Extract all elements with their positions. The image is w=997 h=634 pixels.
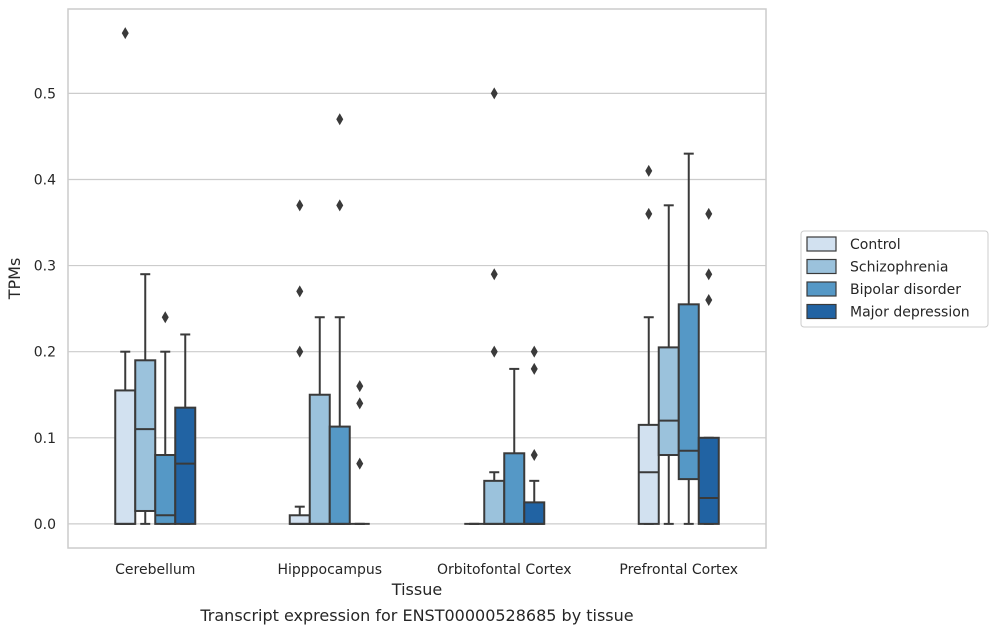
y-tick-label: 0.4: [34, 172, 56, 188]
legend-frame: [800, 230, 989, 328]
legend-label: Bipolar disorder: [850, 282, 961, 298]
legend-swatch: [806, 281, 837, 297]
figure-caption: Transcript expression for ENST0000052868…: [200, 606, 634, 625]
box-body: [134, 359, 157, 512]
outlier-point: [490, 345, 498, 358]
box-body: [114, 389, 137, 525]
box-schizophrenia: [657, 204, 680, 525]
y-tick-label: 0.2: [34, 345, 56, 361]
y-tick-label: 0.3: [34, 259, 56, 275]
legend-swatch: [806, 236, 837, 252]
box-bipolar-disorder: [677, 152, 700, 525]
box-major-depression: [523, 345, 546, 525]
y-tick-label: 0.5: [34, 86, 56, 102]
outlier-point: [530, 362, 538, 375]
box-body: [677, 303, 700, 481]
outlier-point: [356, 397, 364, 410]
outlier-point: [296, 199, 304, 212]
box-body: [154, 454, 177, 525]
legend: Control Schizophrenia Bipolar disorder Majo…: [800, 230, 989, 328]
box-body: [174, 406, 197, 525]
legend-label: Schizophrenia: [850, 260, 948, 276]
box-body: [328, 425, 351, 525]
y-tick-labels: 0.0 0.1 0.2 0.3 0.4 0.5: [34, 86, 56, 533]
box-major-depression: [174, 333, 197, 525]
outlier-point: [645, 207, 653, 220]
box-body: [637, 423, 660, 525]
outlier-point: [530, 345, 538, 358]
legend-swatch: [806, 258, 837, 275]
outlier-point: [336, 113, 344, 126]
outlier-point: [645, 164, 653, 177]
plot-frame: [67, 8, 767, 549]
outlier-point: [705, 268, 713, 281]
box-schizophrenia: [483, 87, 506, 525]
box-control: [637, 164, 660, 525]
x-axis-label: Tissue: [391, 580, 442, 599]
y-tick-label: 0.1: [34, 431, 56, 447]
x-tick-label: Hipppocampus: [277, 562, 382, 578]
x-tick-label: Orbitofontal Cortex: [437, 562, 572, 578]
legend-label: Major depression: [850, 305, 970, 321]
box-bipolar-disorder: [503, 367, 526, 525]
outlier-point: [705, 294, 713, 307]
outlier-point: [490, 87, 498, 100]
boxes: [114, 27, 720, 525]
outlier-point: [356, 457, 364, 470]
box-body: [657, 346, 680, 457]
outlier-point: [296, 285, 304, 298]
box-body: [503, 452, 526, 525]
x-tick-labels: Cerebellum Hipppocampus Orbitofontal Corte…: [115, 562, 738, 578]
box-body: [697, 436, 720, 525]
box-body: [308, 393, 331, 525]
box-body: [288, 514, 311, 525]
y-axis-label: TPMs: [5, 258, 24, 301]
outlier-point: [336, 199, 344, 212]
box-schizophrenia: [308, 316, 331, 525]
box-major-depression: [349, 380, 370, 525]
box-bipolar-disorder: [328, 113, 351, 525]
box-bipolar-disorder: [154, 311, 177, 525]
legend-label: Control: [850, 237, 901, 253]
box-schizophrenia: [134, 273, 157, 525]
outlier-point: [121, 27, 129, 40]
outlier-point: [490, 268, 498, 281]
outlier-point: [705, 207, 713, 220]
x-tick-label: Prefrontal Cortex: [619, 562, 738, 578]
box-body: [523, 501, 546, 525]
y-tick-label: 0.0: [34, 517, 56, 533]
outlier-point: [296, 345, 304, 358]
outlier-point: [530, 449, 538, 462]
x-tick-label: Cerebellum: [115, 562, 195, 578]
box-control: [288, 199, 311, 525]
legend-swatch: [806, 303, 837, 320]
box-body: [483, 479, 506, 525]
outlier-point: [161, 311, 169, 324]
box-control: [114, 27, 137, 525]
box-major-depression: [697, 207, 720, 525]
outlier-point: [356, 380, 364, 393]
